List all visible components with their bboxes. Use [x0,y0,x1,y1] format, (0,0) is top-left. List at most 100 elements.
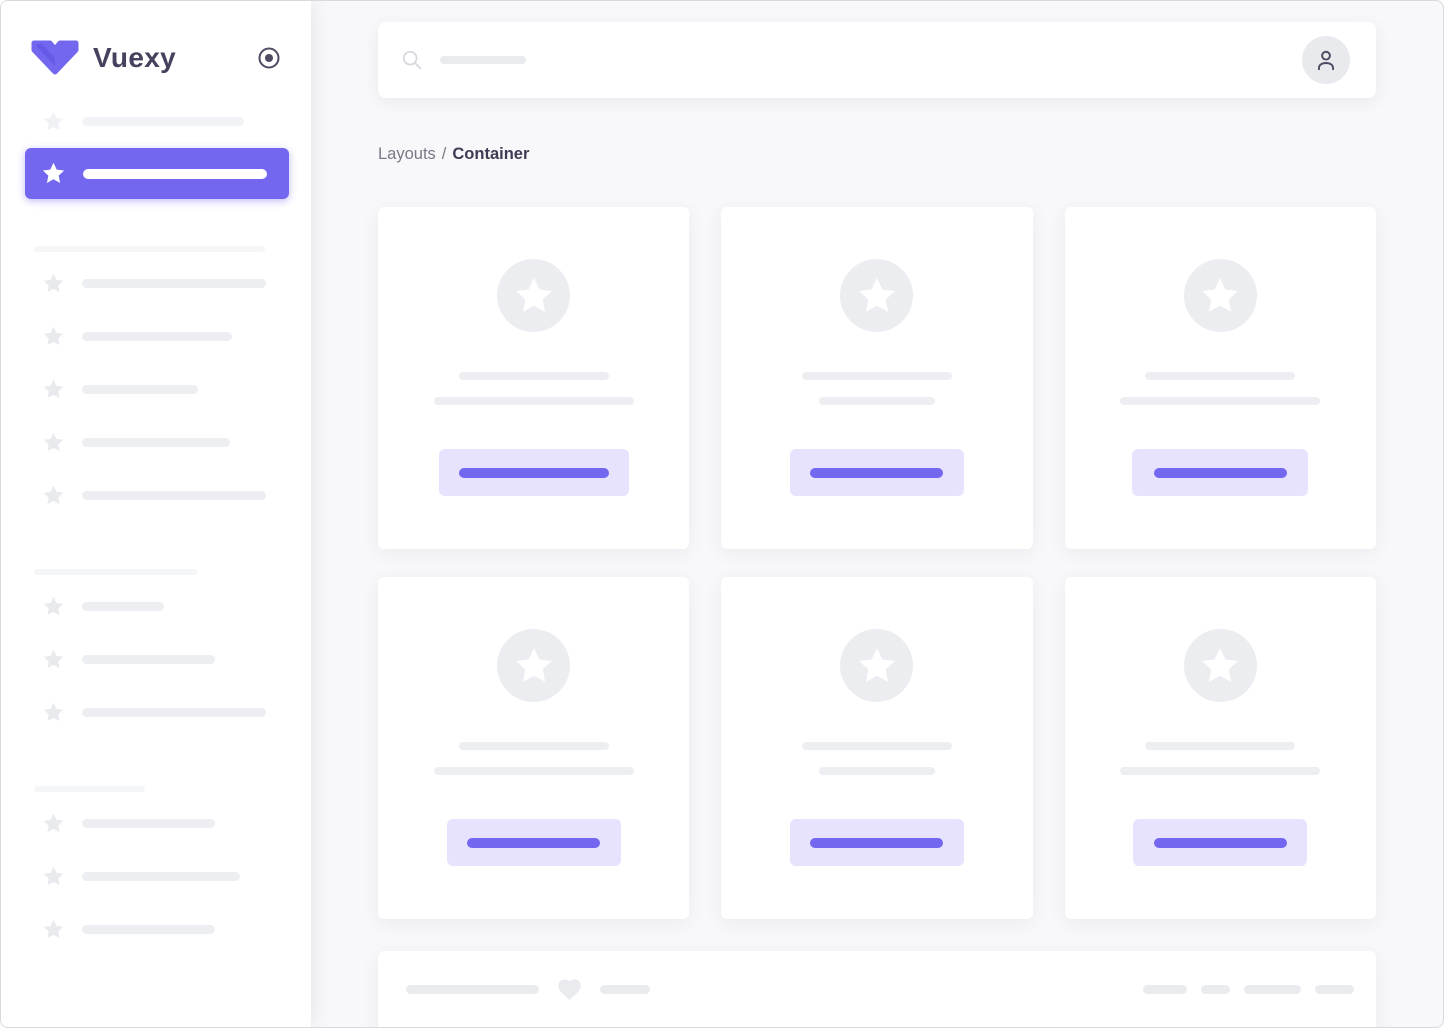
cards-grid [378,207,1376,919]
card-text-placeholder-1 [801,742,952,750]
sidebar-header: Vuexy [1,1,311,77]
search-input-placeholder[interactable] [440,56,526,64]
placeholder-card [378,577,690,919]
star-icon [43,111,64,131]
card-text-placeholder-1 [458,372,609,380]
sidebar-item-placeholder [82,491,266,500]
star-icon [43,596,64,616]
footer-link-placeholder [1244,985,1301,994]
star-icon [43,273,64,293]
card-action-button[interactable] [1133,819,1308,866]
button-label-placeholder [810,467,944,478]
sidebar-item-skeleton[interactable] [1,257,311,310]
card-action-button[interactable] [789,819,964,866]
star-icon [43,813,64,833]
vuexy-logo [31,40,79,75]
card-text-placeholder-2 [818,767,935,775]
button-label-placeholder [1153,467,1287,478]
heart-icon [558,979,581,1000]
card-action-button[interactable] [446,819,621,866]
star-icon [43,649,64,669]
placeholder-card [1064,577,1376,919]
sidebar-item-active[interactable] [25,148,289,199]
footer-text-placeholder [406,985,539,994]
sidebar-item-placeholder [82,117,244,126]
card-avatar-circle [1183,629,1257,702]
sidebar-section-divider [34,246,265,252]
star-icon [1202,277,1239,312]
card-text-placeholder-1 [458,742,609,750]
breadcrumb-page-title: Container [452,145,530,163]
footer-link-placeholder [1315,985,1354,994]
card-text-placeholder-2 [433,397,634,405]
sidebar-item-skeleton[interactable] [1,686,311,739]
placeholder-card [1064,207,1376,549]
breadcrumb-separator: / [441,145,447,163]
sidebar-item-skeleton[interactable] [1,363,311,416]
sidebar-item-skeleton[interactable] [1,633,311,686]
footer-card [378,951,1376,1027]
card-text-placeholder-1 [1145,742,1296,750]
card-text-placeholder-1 [1145,372,1296,380]
star-icon [43,432,64,452]
sidebar: Vuexy [1,1,311,1027]
card-avatar-circle [840,259,914,332]
card-text-placeholder-2 [1120,767,1321,775]
star-icon [43,919,64,939]
placeholder-card [378,207,690,549]
star-icon [43,866,64,886]
user-avatar[interactable] [1302,36,1350,84]
search-icon [402,50,422,70]
card-avatar-circle [1183,259,1257,332]
footer-links [1143,985,1354,994]
user-icon [1317,50,1335,71]
card-text-placeholder-2 [1120,397,1321,405]
sidebar-item-placeholder [82,438,230,447]
footer-link-placeholder [1201,985,1230,994]
footer-link-placeholder [1143,985,1187,994]
breadcrumb: Layouts / Container [378,145,1376,164]
card-avatar-circle [497,259,571,332]
footer-row [406,979,1354,1000]
sidebar-section-divider [34,569,197,575]
sidebar-item-skeleton[interactable] [1,416,311,469]
sidebar-item-placeholder [82,872,240,881]
sidebar-item-skeleton[interactable] [1,95,311,148]
sidebar-item-skeleton[interactable] [1,310,311,363]
sidebar-menu [1,95,311,956]
sidebar-item-skeleton[interactable] [1,903,311,956]
sidebar-item-placeholder [82,385,198,394]
search-bar [378,22,1376,98]
breadcrumb-section[interactable]: Layouts [378,145,436,163]
button-label-placeholder [810,837,944,848]
sidebar-item-placeholder [82,925,215,934]
radio-circle-icon[interactable] [257,46,281,70]
star-icon [859,277,895,312]
star-icon [43,379,64,399]
sidebar-item-skeleton[interactable] [1,469,311,522]
main-content: Layouts / Container [311,1,1443,1027]
sidebar-active-placeholder [83,168,267,179]
sidebar-item-skeleton[interactable] [1,797,311,850]
button-label-placeholder [458,467,609,478]
sidebar-section-divider [34,786,145,792]
placeholder-card [721,207,1033,549]
button-label-placeholder [467,837,601,848]
card-text-placeholder-1 [801,372,952,380]
sidebar-item-placeholder [82,332,232,341]
star-icon [1202,647,1239,682]
sidebar-item-skeleton[interactable] [1,580,311,633]
sidebar-item-placeholder [82,819,215,828]
star-icon [515,647,552,682]
placeholder-card [721,577,1033,919]
star-icon [43,702,64,722]
card-avatar-circle [497,629,571,702]
card-action-button[interactable] [1132,449,1309,496]
sidebar-item-skeleton[interactable] [1,850,311,903]
button-label-placeholder [1153,837,1287,848]
sidebar-item-placeholder [82,602,164,611]
card-action-button[interactable] [438,449,629,496]
card-avatar-circle [840,629,914,702]
card-action-button[interactable] [789,449,964,496]
